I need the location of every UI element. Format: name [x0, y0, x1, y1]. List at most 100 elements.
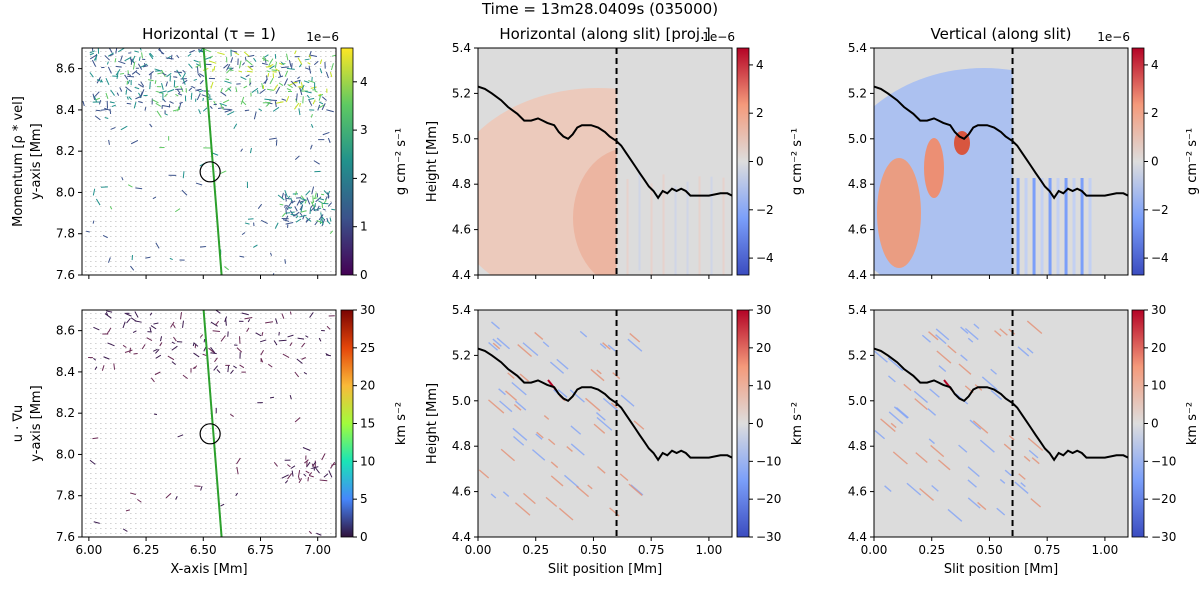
quiver-arrow [125, 166, 127, 167]
quiver-arrow [230, 226, 232, 227]
quiver-arrow [330, 121, 332, 122]
quiver-arrow [185, 398, 187, 399]
quiver-arrow [85, 333, 87, 334]
quiver-arrow [105, 146, 107, 147]
quiver-arrow [285, 76, 287, 77]
quiver-arrow [225, 191, 227, 192]
quiver-arrow [255, 463, 257, 464]
quiver-arrow [270, 458, 272, 459]
quiver-arrow [175, 363, 177, 364]
quiver-arrow [220, 423, 222, 424]
quiver-arrow [95, 226, 97, 227]
quiver-arrow [220, 206, 222, 207]
quiver-arrow [180, 161, 182, 162]
quiver-arrow [95, 111, 97, 112]
quiver-arrow [290, 353, 292, 354]
quiver-arrow [170, 241, 172, 242]
quiver-arrow [195, 89, 200, 92]
quiver-arrow [95, 131, 97, 132]
quiver-arrow [85, 176, 87, 177]
quiver-arrow [180, 206, 182, 207]
quiver-arrow [305, 186, 307, 187]
quiver-arrow [290, 443, 292, 444]
quiver-arrow [180, 51, 182, 52]
quiver-arrow [220, 131, 222, 132]
quiver-arrow [295, 191, 297, 192]
quiver-arrow [125, 483, 127, 484]
quiver-arrow [100, 333, 102, 334]
quiver-arrow [150, 398, 152, 399]
quiver-arrow [300, 126, 302, 127]
quiver-arrow [245, 323, 247, 324]
quiver-arrow [130, 221, 132, 222]
quiver-arrow [275, 176, 277, 177]
quiver-arrow [325, 488, 327, 489]
quiver-arrow [225, 418, 227, 419]
quiver-arrow [150, 126, 152, 127]
quiver-arrow [240, 156, 242, 157]
quiver-arrow [240, 146, 242, 147]
quiver-arrow [265, 131, 267, 132]
quiver-arrow [185, 206, 187, 207]
quiver-arrow [160, 398, 162, 399]
quiver-arrow [330, 71, 332, 72]
quiver-arrow [317, 104, 321, 111]
quiver-arrow [295, 216, 297, 217]
quiver-arrow [175, 76, 177, 77]
quiver-arrow [170, 458, 172, 459]
quiver-arrow [105, 443, 107, 444]
quiver-arrow [220, 333, 222, 334]
quiver-arrow [115, 146, 117, 147]
quiver-arrow [265, 176, 267, 177]
quiver-arrow [165, 221, 167, 222]
quiver-arrow [230, 338, 232, 339]
quiver-arrow [165, 313, 167, 314]
quiver-arrow [200, 221, 202, 222]
quiver-arrow [238, 70, 243, 73]
quiver-arrow [190, 231, 192, 232]
quiver-arrow [265, 256, 267, 257]
quiver-arrow [135, 106, 137, 107]
quiver-arrow [310, 428, 312, 429]
quiver-arrow [225, 106, 227, 107]
quiver-arrow [145, 368, 147, 369]
quiver-arrow [85, 166, 87, 167]
quiver-arrow [140, 408, 142, 409]
quiver-arrow [270, 363, 272, 364]
quiver-arrow [180, 368, 182, 369]
quiver-arrow [130, 146, 132, 147]
quiver-arrow [240, 176, 242, 177]
quiver-arrow [305, 348, 307, 349]
quiver-arrow [120, 151, 122, 152]
quiver-arrow [255, 56, 257, 57]
quiver-arrow [235, 156, 237, 157]
quiver-arrow [90, 403, 92, 404]
quiver-arrow [120, 403, 122, 404]
quiver-arrow [105, 428, 107, 429]
quiver-arrow [160, 101, 162, 102]
quiver-arrow [95, 256, 97, 257]
quiver-arrow [270, 323, 272, 324]
quiver-arrow [200, 121, 202, 122]
quiver-arrow [225, 116, 227, 117]
quiver-arrow [110, 161, 112, 162]
quiver-arrow [285, 111, 287, 112]
quiver-arrow [299, 87, 303, 96]
quiver-arrow [230, 378, 232, 379]
quiver-arrow [215, 323, 217, 324]
quiver-arrow [245, 74, 250, 78]
quiver-arrow [240, 388, 242, 389]
quiver-arrow [190, 383, 192, 384]
quiver-arrow [300, 488, 302, 489]
quiver-arrow [135, 226, 137, 227]
quiver-arrow [300, 271, 302, 272]
quiver-arrow [90, 146, 92, 147]
quiver-arrow [130, 508, 132, 509]
quiver-arrow [315, 196, 322, 203]
quiver-arrow [255, 146, 257, 147]
quiver-arrow [190, 156, 192, 157]
quiver-arrow [305, 433, 307, 434]
quiver-arrow [200, 161, 202, 162]
quiver-arrow [309, 204, 314, 209]
quiver-arrow [165, 161, 167, 162]
